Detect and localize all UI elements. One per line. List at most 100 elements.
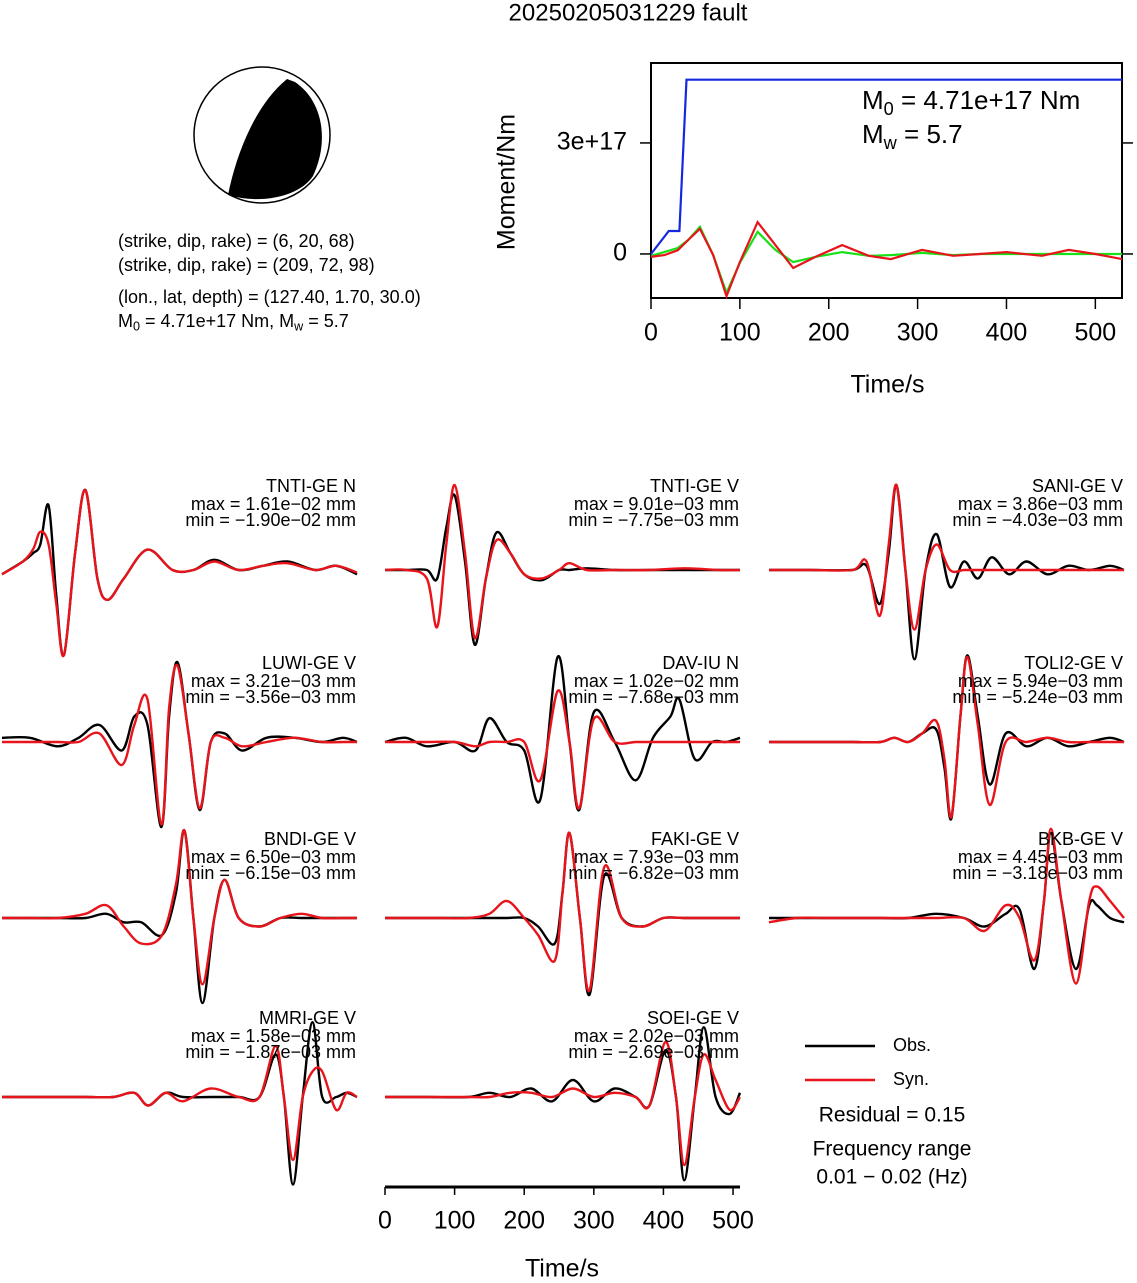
moment-line bbox=[650, 78, 1122, 255]
max-label: max = 3.21e−03 mm bbox=[191, 671, 356, 691]
min-label: min = −1.90e−02 mm bbox=[185, 510, 356, 530]
x-tick-label: 0 bbox=[378, 1207, 392, 1235]
syn-trace bbox=[385, 1040, 742, 1167]
station-name: BNDI-GE V bbox=[264, 829, 356, 849]
text-part: = 4.71e+17 Nm bbox=[894, 85, 1080, 115]
x-axis-label: Time/s bbox=[850, 371, 924, 399]
legend-label: Syn. bbox=[893, 1069, 929, 1089]
station-name: BKB-GE V bbox=[1038, 829, 1123, 849]
min-label: min = −2.69e−03 mm bbox=[568, 1042, 739, 1062]
syn-trace bbox=[384, 483, 741, 640]
max-label: max = 3.86e−03 mm bbox=[958, 494, 1123, 514]
text-part: M bbox=[862, 85, 884, 115]
syn-trace bbox=[2, 1044, 358, 1162]
x-tick-label: 500 bbox=[1074, 319, 1116, 347]
figure-title: 20250205031229 fault bbox=[509, 0, 748, 26]
syn-trace bbox=[1, 488, 358, 658]
x-tick-label: 300 bbox=[897, 319, 939, 347]
moment-text: M0 = 4.71e+17 Nm, Mw = 5.7 bbox=[118, 311, 349, 334]
text-part: M bbox=[118, 311, 133, 331]
x-tick-label: 500 bbox=[712, 1207, 754, 1235]
mechanism-text: (lon., lat, depth) = (127.40, 1.70, 30.0… bbox=[118, 287, 421, 307]
min-label: min = −3.18e−03 mm bbox=[952, 863, 1123, 883]
moment-annotation: Mw = 5.7 bbox=[862, 119, 963, 153]
x-tick-label: 400 bbox=[986, 319, 1028, 347]
max-label: max = 5.94e−03 mm bbox=[958, 671, 1123, 691]
y-axis-label: Moment/Nm bbox=[493, 114, 521, 250]
mechanism-text: (strike, dip, rake) = (209, 72, 98) bbox=[118, 255, 375, 275]
x-tick-label: 200 bbox=[808, 319, 850, 347]
min-label: min = −5.24e−03 mm bbox=[952, 687, 1123, 707]
syn-trace bbox=[1, 663, 357, 826]
max-label: max = 6.50e−03 mm bbox=[191, 847, 356, 867]
station-name: TNTI-GE V bbox=[650, 476, 739, 496]
moment-annotation: M0 = 4.71e+17 Nm bbox=[862, 85, 1080, 119]
station-name: TNTI-GE N bbox=[266, 476, 356, 496]
frequency-range: 0.01 − 0.02 (Hz) bbox=[816, 1166, 967, 1189]
station-name: LUWI-GE V bbox=[262, 653, 356, 673]
syn-trace bbox=[2, 829, 357, 986]
syn-trace bbox=[769, 483, 1124, 631]
x-tick-label: 0 bbox=[644, 319, 658, 347]
syn-trace bbox=[384, 689, 740, 810]
residual: Residual = 0.15 bbox=[819, 1104, 966, 1127]
x-tick-label: 400 bbox=[643, 1207, 685, 1235]
plot-frame bbox=[650, 62, 1123, 299]
max-label: max = 7.93e−03 mm bbox=[574, 847, 739, 867]
y-tick-label: 0 bbox=[613, 239, 627, 267]
text-part: w bbox=[883, 133, 898, 153]
x-tick-label: 200 bbox=[503, 1207, 545, 1235]
obs-trace bbox=[1, 660, 358, 829]
text-part: = 4.71e+17 Nm, M bbox=[140, 311, 294, 331]
y-tick-label: 3e+17 bbox=[557, 128, 627, 156]
station-name: TOLI2-GE V bbox=[1024, 653, 1123, 673]
text-part: M bbox=[862, 119, 884, 149]
x-tick-label: 100 bbox=[719, 319, 761, 347]
max-label: max = 1.58e−03 mm bbox=[191, 1026, 356, 1046]
text-part: 0 bbox=[884, 99, 894, 119]
min-label: min = −4.03e−03 mm bbox=[952, 510, 1123, 530]
max-label: max = 9.01e−03 mm bbox=[574, 494, 739, 514]
min-label: min = −7.75e−03 mm bbox=[568, 510, 739, 530]
max-label: max = 4.45e−03 mm bbox=[958, 847, 1123, 867]
min-label: min = −3.56e−03 mm bbox=[185, 687, 356, 707]
station-name: MMRI-GE V bbox=[259, 1008, 356, 1028]
station-name: FAKI-GE V bbox=[651, 829, 739, 849]
beachball bbox=[193, 66, 331, 204]
syn-trace bbox=[768, 655, 1124, 819]
beachball-compression bbox=[228, 79, 322, 200]
syn-trace bbox=[385, 831, 740, 993]
obs-trace bbox=[769, 483, 1125, 661]
max-label: max = 1.02e−02 mm bbox=[574, 671, 739, 691]
text-part: 0 bbox=[133, 320, 140, 334]
max-label: max = 2.02e−03 mm bbox=[574, 1026, 739, 1046]
station-name: SANI-GE V bbox=[1032, 476, 1123, 496]
syn-trace bbox=[768, 827, 1125, 985]
min-label: min = −7.68e−03 mm bbox=[568, 687, 739, 707]
frequency-title: Frequency range bbox=[813, 1138, 972, 1161]
moment-line bbox=[650, 219, 1123, 300]
max-label: max = 1.61e−02 mm bbox=[191, 494, 356, 514]
text-part: = 5.7 bbox=[897, 119, 963, 149]
min-label: min = −6.82e−03 mm bbox=[568, 863, 739, 883]
station-name: SOEI-GE V bbox=[647, 1008, 739, 1028]
legend-label: Obs. bbox=[893, 1035, 931, 1055]
x-tick-label: 300 bbox=[573, 1207, 615, 1235]
min-label: min = −6.15e−03 mm bbox=[185, 863, 356, 883]
text-part: w bbox=[293, 320, 304, 334]
station-name: DAV-IU N bbox=[662, 653, 739, 673]
min-label: min = −1.87e−03 mm bbox=[185, 1042, 356, 1062]
